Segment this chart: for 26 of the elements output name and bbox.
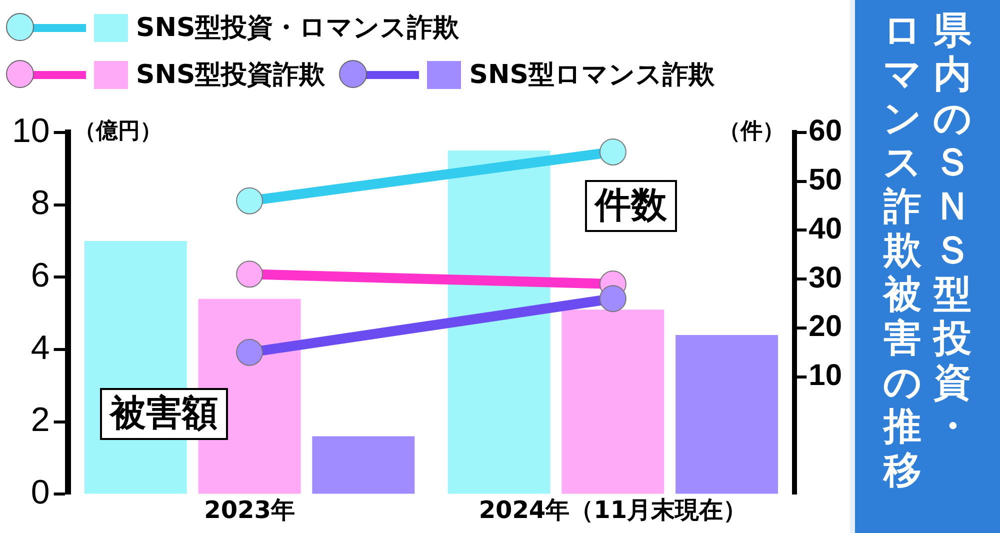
bar: [448, 150, 550, 494]
y-axis-title: （億円）: [74, 119, 162, 144]
legend-label: SNS型投資・ロマンス詐欺: [136, 12, 460, 45]
y-tick-label: 2: [30, 401, 50, 440]
bar: [676, 335, 778, 494]
legend-label: SNS型投資詐欺: [136, 59, 326, 92]
y2-tick-label: 30: [808, 261, 842, 294]
bar: [312, 436, 415, 494]
y2-tick-label: 10: [808, 359, 842, 392]
chart-title: 県内のＳＮＳ型投資・ロマンス詐欺被害の推移: [883, 8, 972, 492]
y2-tick-label: 40: [808, 212, 842, 246]
y-tick-label: 8: [30, 184, 50, 222]
annotation: 被害額: [100, 388, 228, 440]
y-tick-label: 10: [12, 112, 50, 150]
y2-tick-label: 20: [808, 310, 842, 344]
y-tick-label: 6: [30, 256, 50, 294]
y-tick-label: 0: [30, 474, 50, 512]
annotation: 件数: [585, 180, 677, 232]
legend-label: SNS型ロマンス詐欺: [469, 59, 714, 92]
y2-tick-label: 60: [808, 114, 842, 148]
x-tick-label: 2023年: [204, 496, 295, 524]
y2-axis-title: （件）: [718, 119, 785, 144]
y-tick-label: 4: [30, 328, 50, 367]
x-tick-label: 2024年（11月末現在）: [478, 496, 748, 524]
bar: [562, 310, 664, 494]
y2-tick-label: 50: [808, 164, 842, 197]
